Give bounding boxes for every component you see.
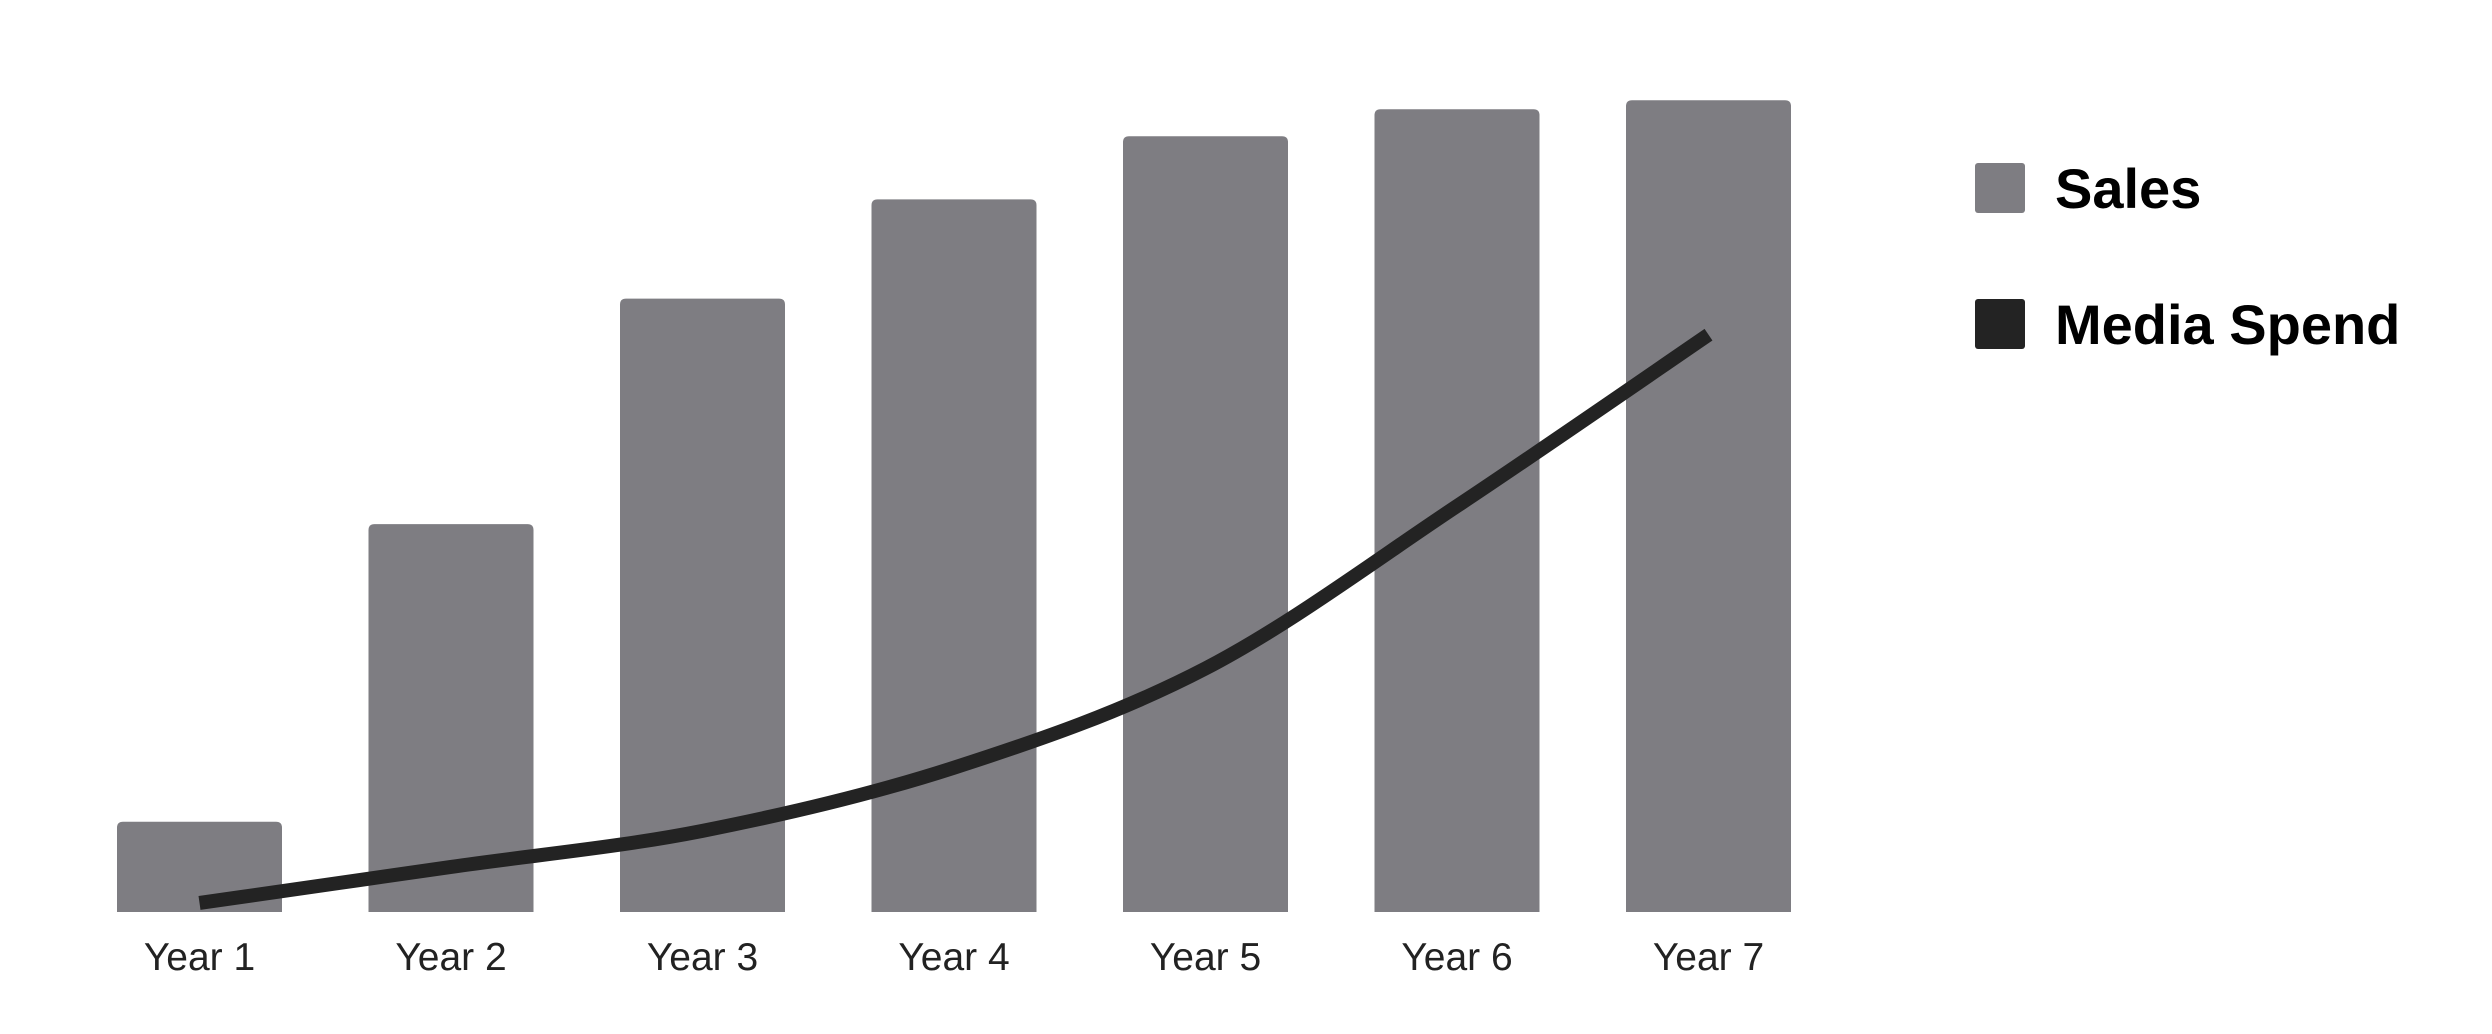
x-tick-label-5: Year 5 [1150, 936, 1261, 979]
legend-label-sales: Sales [2055, 156, 2202, 220]
legend-swatch-sales [1975, 163, 2025, 213]
media-spend-line-layer [198, 328, 1713, 910]
legend-item-sales: Sales [1975, 155, 2400, 221]
sales-bar-2 [368, 524, 534, 912]
sales-bar-3 [620, 298, 785, 912]
x-tick-label-6: Year 6 [1401, 936, 1512, 979]
x-tick-label-7: Year 7 [1653, 936, 1764, 979]
x-tick-label-2: Year 2 [395, 936, 506, 979]
x-tick-label-1: Year 1 [144, 936, 255, 979]
x-axis-tick-labels: Year 1 Year 2 Year 3 Year 4 Year 5 Year 6 Year… [144, 936, 1764, 979]
sales-bar-1 [117, 821, 282, 912]
legend-label-media-spend: Media Spend [2055, 292, 2401, 356]
sales-bar-4 [871, 199, 1037, 913]
legend: Sales Media Spend [1975, 155, 2400, 427]
legend-swatch-media-spend [1975, 299, 2025, 349]
media-spend-line [198, 328, 1713, 910]
sales-bar-5 [1123, 136, 1288, 912]
sales-bar-7 [1626, 100, 1791, 912]
x-tick-label-4: Year 4 [898, 936, 1009, 979]
sales-bars [117, 100, 1791, 913]
x-tick-label-3: Year 3 [647, 936, 758, 979]
legend-item-media-spend: Media Spend [1975, 291, 2400, 357]
